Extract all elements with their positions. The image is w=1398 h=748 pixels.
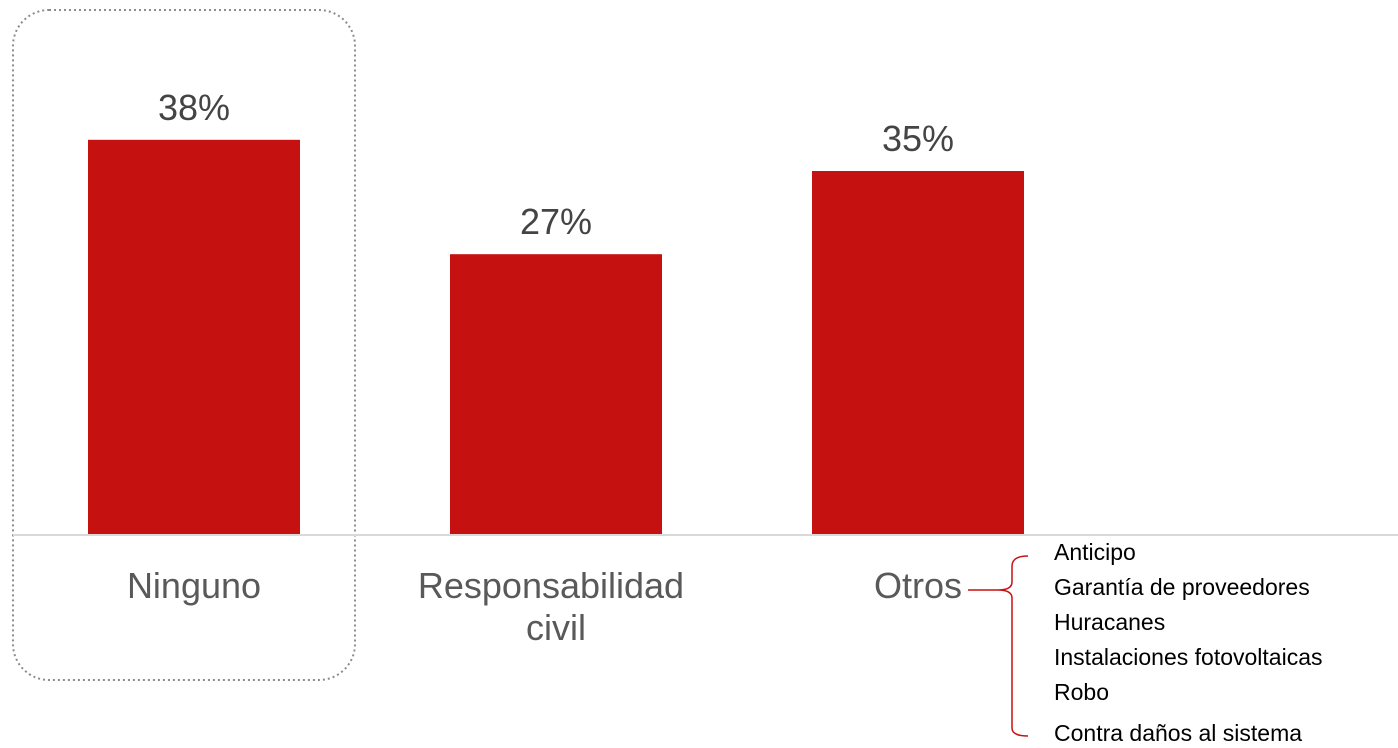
bar-value-label: 35% bbox=[882, 118, 954, 159]
otros-item: Robo bbox=[1054, 679, 1109, 705]
otros-item: Instalaciones fotovoltaicas bbox=[1054, 644, 1323, 670]
bars-layer bbox=[88, 140, 1024, 535]
category-label-line: Otros bbox=[874, 565, 962, 606]
category-label-line: Responsabilidad bbox=[418, 565, 684, 606]
otros-item: Contra daños al sistema bbox=[1054, 720, 1302, 746]
bar-value-label: 27% bbox=[520, 201, 592, 242]
otros-item: Huracanes bbox=[1054, 609, 1165, 635]
otros-item: Garantía de proveedores bbox=[1054, 574, 1310, 600]
bar-responsabilidad-civil bbox=[450, 254, 662, 535]
category-label-line: Ninguno bbox=[127, 565, 261, 606]
bar-otros bbox=[812, 171, 1024, 535]
otros-item: Anticipo bbox=[1054, 539, 1136, 565]
bar-ninguno bbox=[88, 140, 300, 535]
category-label-ninguno: Ninguno bbox=[127, 565, 261, 606]
bar-value-label: 38% bbox=[158, 87, 230, 128]
category-label-otros: Otros bbox=[874, 565, 962, 606]
category-label-line: civil bbox=[526, 607, 586, 648]
otros-bracket bbox=[968, 556, 1028, 736]
category-label-responsabilidad-civil: Responsabilidad civil bbox=[418, 565, 694, 648]
